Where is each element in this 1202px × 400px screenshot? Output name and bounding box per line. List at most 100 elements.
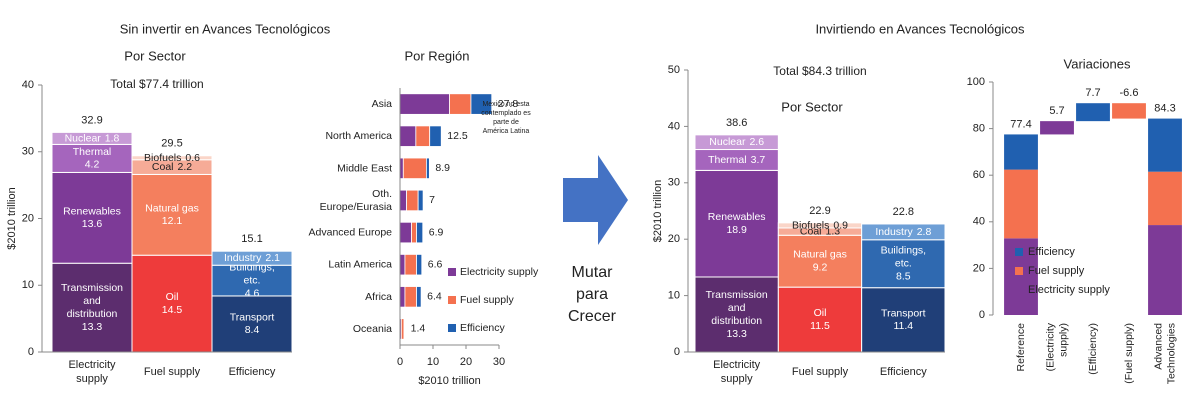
segment-name: Natural gas <box>793 248 847 260</box>
bar-segment <box>470 93 493 115</box>
value-label: -6.6 <box>1120 87 1139 99</box>
segment-name: Transport <box>881 307 926 319</box>
x-tick-label: 0 <box>397 356 403 368</box>
text-line: Transport <box>230 311 275 323</box>
y-tick-label: 40 <box>668 120 680 132</box>
text-line: Reference <box>1015 323 1027 372</box>
value-label: 7.7 <box>1085 87 1100 99</box>
bar-segment <box>1148 118 1182 172</box>
bar-segment <box>861 287 946 353</box>
text-line: Natural gas <box>145 202 199 214</box>
segment-value: 2.2 <box>178 161 193 173</box>
y-tick-label: 40 <box>973 216 985 228</box>
x-tick-label: (Fuel supply) <box>1123 323 1135 384</box>
text-line: etc. <box>895 258 912 270</box>
segment-label: Biofuels 0.9 <box>792 219 848 231</box>
y-tick-label: Africa <box>365 291 392 303</box>
bar-segment <box>429 125 442 147</box>
bar-segment <box>411 221 417 244</box>
y-tick-label: 50 <box>668 64 680 76</box>
total-label: 1.4 <box>411 323 426 335</box>
legend-label: Efficiency <box>1028 246 1075 258</box>
bar-segment <box>403 318 406 340</box>
segment-value: 2.8 <box>917 226 932 238</box>
y-tick-label: 100 <box>967 76 985 88</box>
bar-segment <box>694 169 779 278</box>
legend-swatch <box>1015 286 1023 294</box>
chart-title: Por Región <box>404 48 469 63</box>
x-tick-label: 20 <box>460 356 472 368</box>
text-line: Latin America <box>328 258 392 270</box>
bar-segment <box>861 239 946 289</box>
y-tick-label: 80 <box>973 123 985 135</box>
bar-segment <box>1004 169 1038 239</box>
total-label: 6.4 <box>427 291 442 303</box>
y-tick-label: Oceania <box>353 323 392 335</box>
bar-segment <box>404 286 417 308</box>
segment-label: Thermal 3.7 <box>708 154 765 166</box>
text-line: and <box>83 295 101 307</box>
y-tick-label: 30 <box>668 177 680 189</box>
segment-label: Coal 2.2 <box>152 161 192 173</box>
x-tick-label: Electricity supply <box>68 359 116 385</box>
bar-segment <box>399 254 406 276</box>
total-label: 22.9 <box>809 205 830 217</box>
segment-name: Natural gas <box>145 202 199 214</box>
total-label: 22.8 <box>893 206 914 218</box>
segment-value: 8.5 <box>896 271 911 283</box>
text-line: (Electricity <box>1044 322 1056 371</box>
total-label: 6.6 <box>428 258 443 270</box>
y-tick-label: North America <box>325 130 392 142</box>
y-axis-label: $2010 trillion <box>652 180 664 242</box>
segment-value: 4.2 <box>85 159 100 171</box>
bar-segment <box>417 189 424 212</box>
text-line: distribution <box>67 308 118 320</box>
text-line: Fuel supply <box>792 366 849 378</box>
segment-value: 13.3 <box>726 328 747 340</box>
step-bar <box>1076 103 1110 122</box>
text-line: Thermal <box>73 146 112 158</box>
bar-segment <box>449 93 472 115</box>
segment-name: Thermal <box>708 154 747 166</box>
text-line: Efficiency <box>229 366 276 378</box>
step-bar <box>1040 121 1074 135</box>
segment-value: 9.2 <box>813 261 828 273</box>
total-label: 12.5 <box>447 130 468 142</box>
text-line: Transmission <box>706 289 768 301</box>
bar-segment <box>694 276 779 353</box>
segment-value: 0.9 <box>833 219 848 231</box>
bar-segment <box>694 134 779 151</box>
text-line: parte de <box>493 119 519 126</box>
text-line: North America <box>325 130 392 142</box>
legend-label: Fuel supply <box>460 294 514 306</box>
annotation: México no esta contemplado es parte de Amér… <box>481 101 531 135</box>
segment-name: Biofuels <box>792 219 829 231</box>
segment-label: Nuclear 1.8 <box>65 132 120 144</box>
text-line: Renewables <box>63 205 121 217</box>
segment-value: 0.6 <box>185 152 200 164</box>
x-tick-label: AdvancedTechnologies <box>1152 323 1177 384</box>
total-label: 32.9 <box>81 114 102 126</box>
text-line: Oth. <box>372 188 392 200</box>
chart-title: Por Sector <box>124 48 186 63</box>
y-tick-label: Latin America <box>328 258 392 270</box>
x-tick-label: Efficiency <box>229 366 276 378</box>
segment-value: 11.5 <box>810 320 830 332</box>
bar-segment <box>399 93 450 115</box>
y-tick-label: 40 <box>22 79 34 91</box>
segment-label: Industry 2.8 <box>875 226 931 238</box>
text-line: América Latina <box>483 128 530 135</box>
segment-value: 8.4 <box>245 324 260 336</box>
segment-name: Renewables <box>708 211 766 223</box>
bar-segment <box>404 254 417 276</box>
segment-name: Industry <box>875 226 913 238</box>
bar-segment <box>1004 134 1038 170</box>
segment-name: Buildings, etc. <box>881 245 927 270</box>
legend-swatch <box>1015 267 1023 275</box>
x-axis-label: $2010 trillion <box>418 375 480 387</box>
annotation: Total $77.4 trillion <box>110 77 203 91</box>
x-tick-label: (Electricitysupply) <box>1044 322 1069 371</box>
bar-segment <box>406 189 419 212</box>
text-line: México no esta <box>482 101 529 108</box>
